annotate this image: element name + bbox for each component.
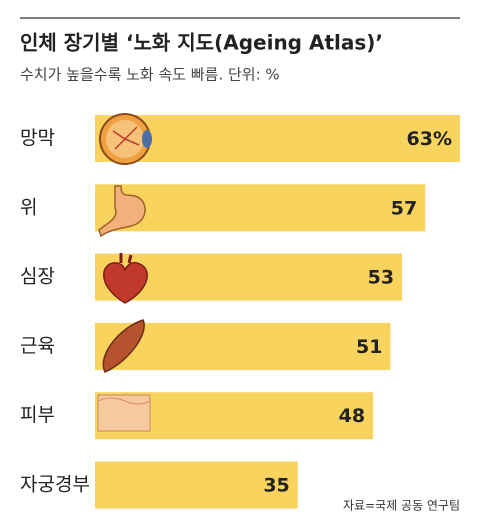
category-label: 피부	[20, 404, 55, 426]
category-label: 망막	[20, 127, 55, 149]
value-label: 48	[339, 405, 365, 427]
eye-icon	[99, 113, 152, 165]
chart-subtitle: 수치가 높을수록 노화 속도 빠름. 단위: %	[20, 66, 280, 84]
source: 자료=국제 공동 연구팀	[343, 499, 460, 513]
bar	[95, 115, 460, 162]
skin-icon	[97, 394, 151, 432]
chart-title: 인체 장기별 ‘노화 지도(Ageing Atlas)’	[20, 31, 383, 55]
heart-icon	[103, 253, 148, 304]
value-label: 53	[368, 267, 394, 289]
category-label: 자궁경부	[20, 474, 90, 496]
bar	[95, 461, 298, 509]
bar	[95, 184, 426, 232]
category-label: 근육	[20, 335, 55, 357]
muscle-icon	[102, 319, 145, 373]
icons	[97, 113, 152, 432]
value-label: 63%	[407, 128, 452, 150]
value-label: 57	[391, 197, 417, 219]
category-label: 심장	[20, 266, 55, 288]
stomach-icon	[98, 185, 146, 238]
category-label: 위	[20, 196, 37, 218]
value-label: 35	[263, 475, 289, 497]
value-label: 51	[356, 336, 382, 358]
